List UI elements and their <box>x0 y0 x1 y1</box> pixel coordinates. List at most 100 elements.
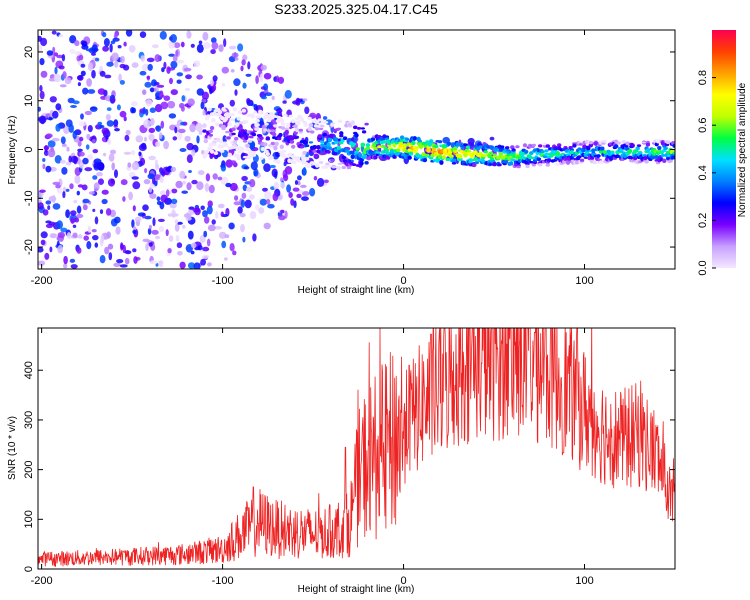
heatmap-cell <box>259 73 264 83</box>
heatmap-cell <box>308 141 314 144</box>
heatmap-cell <box>650 156 656 160</box>
heatmap-cell <box>60 159 66 164</box>
heatmap-cell <box>441 155 447 160</box>
heatmap-cell <box>107 243 114 250</box>
heatmap-cell <box>91 69 96 79</box>
heatmap-cell <box>202 210 208 218</box>
heatmap-cell <box>284 89 292 99</box>
heatmap-cell <box>60 136 66 144</box>
colorbar-tick-label: 0.0 <box>697 260 709 275</box>
heatmap-cell <box>143 119 152 129</box>
heatmap-cell <box>52 110 59 119</box>
heatmap-cell <box>614 144 619 149</box>
heatmap-cell <box>290 198 295 206</box>
heatmap-cell <box>161 67 165 73</box>
heatmap-cell <box>187 31 192 39</box>
heatmap-cell <box>44 252 50 260</box>
heatmap-cell <box>93 158 102 164</box>
heatmap-cell <box>169 202 177 209</box>
heatmap-cell <box>127 162 132 168</box>
heatmap-cell <box>229 45 237 50</box>
heatmap-cell <box>510 145 515 150</box>
heatmap-cell <box>38 45 43 52</box>
heatmap-cell <box>634 149 639 153</box>
heatmap-cell <box>132 226 137 231</box>
heatmap-cell <box>525 162 530 166</box>
heatmap-cell <box>544 152 549 156</box>
heatmap-cell <box>115 226 121 235</box>
heatmap-cell <box>138 143 147 152</box>
heatmap-cell <box>241 192 247 199</box>
heatmap-cell <box>431 147 436 151</box>
heatmap-cell <box>61 54 66 62</box>
heatmap-cell <box>87 62 94 71</box>
heatmap-cell <box>128 191 134 201</box>
heatmap-cell <box>204 149 210 154</box>
heatmap-cell <box>312 145 317 150</box>
heatmap-cell <box>652 152 657 156</box>
heatmap-cell <box>445 157 450 162</box>
heatmap-cell <box>92 208 96 212</box>
heatmap-cell <box>543 155 548 159</box>
snr-series-line <box>38 328 675 567</box>
heatmap-cell <box>218 139 224 144</box>
heatmap-cell <box>264 92 273 97</box>
heatmap-cell <box>668 159 673 163</box>
heatmap-cell <box>399 138 405 143</box>
heatmap-cell <box>262 187 268 192</box>
heatmap-cell <box>579 158 585 162</box>
heatmap-cell <box>434 144 439 149</box>
heatmap-cell <box>497 163 502 167</box>
heatmap-cell <box>149 260 158 265</box>
heatmap-cell <box>194 207 201 216</box>
heatmap-cell <box>202 129 207 133</box>
heatmap-cell <box>591 148 596 153</box>
heatmap-cell <box>221 124 226 129</box>
heatmap-cell <box>47 205 51 211</box>
heatmap-cell <box>204 216 210 224</box>
heatmap-cell <box>234 136 239 141</box>
heatmap-cell <box>569 148 574 152</box>
heatmap-cell <box>53 73 61 83</box>
heatmap-cell <box>569 150 574 155</box>
heatmap-cell <box>102 45 109 52</box>
heatmap-cell <box>56 220 63 230</box>
heatmap-cell <box>301 156 306 161</box>
heatmap-cell <box>270 129 276 133</box>
heatmap-cell <box>125 30 133 37</box>
heatmap-cell <box>342 136 348 140</box>
heatmap-cell <box>560 152 566 156</box>
heatmap-cell <box>277 76 285 84</box>
heatmap-cell <box>531 143 536 147</box>
heatmap-cell <box>220 211 224 217</box>
heatmap-cell <box>451 162 457 165</box>
heatmap-cell <box>217 176 223 181</box>
heatmap-cell <box>99 70 106 77</box>
heatmap-cell <box>47 140 56 148</box>
heatmap-cell <box>284 129 289 135</box>
heatmap-cell <box>146 57 155 63</box>
heatmap-cell <box>166 66 171 74</box>
heatmap-cell <box>175 49 179 57</box>
heatmap-cell <box>276 108 283 114</box>
heatmap-cell <box>596 154 601 158</box>
heatmap-cell <box>244 199 252 209</box>
heatmap-cell <box>255 123 260 127</box>
heatmap-cell <box>469 142 474 146</box>
heatmap-cell <box>341 165 346 170</box>
heatmap-cell <box>244 120 249 124</box>
heatmap-cell <box>292 161 297 164</box>
heatmap-cell <box>134 216 142 222</box>
x-tick-label: -100 <box>212 275 234 287</box>
heatmap-cell <box>39 85 43 92</box>
heatmap-cell <box>144 215 152 220</box>
heatmap-cell <box>263 83 269 91</box>
heatmap-cell <box>373 146 378 152</box>
heatmap-cell <box>241 175 248 182</box>
heatmap-cell <box>168 41 175 49</box>
heatmap-cell <box>239 121 244 125</box>
heatmap-cell <box>93 182 100 192</box>
heatmap-cell <box>430 153 435 158</box>
heatmap-cell <box>155 164 160 170</box>
x-tick-label: 0 <box>400 575 406 587</box>
